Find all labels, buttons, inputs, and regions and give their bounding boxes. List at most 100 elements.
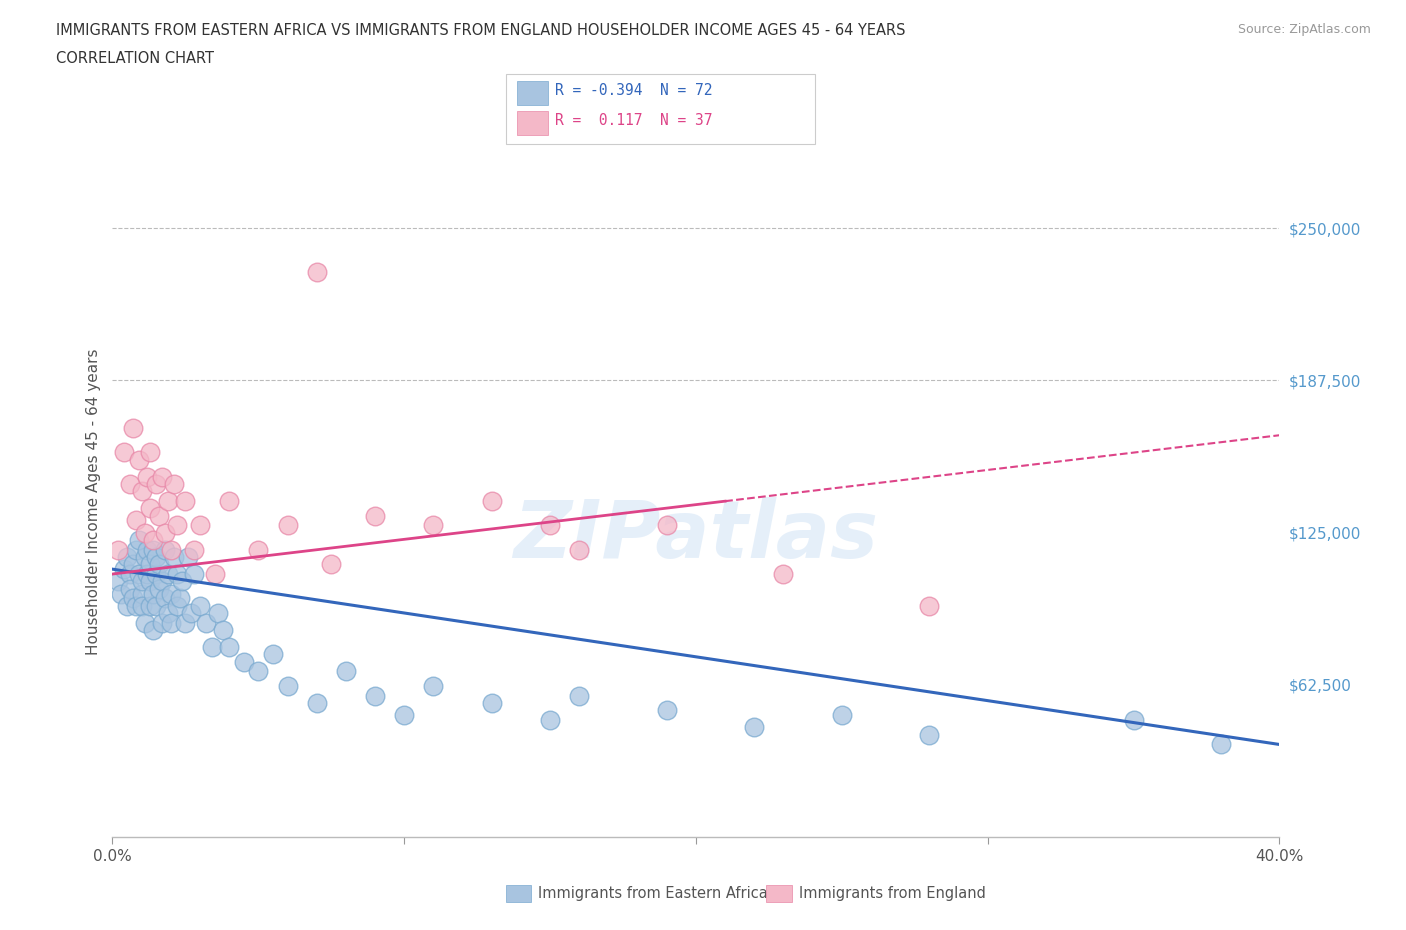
Point bbox=[392, 708, 416, 723]
Point bbox=[305, 696, 328, 711]
Point bbox=[364, 688, 387, 703]
Point bbox=[139, 598, 162, 613]
Point bbox=[118, 566, 141, 581]
Point bbox=[321, 557, 343, 572]
Point bbox=[207, 605, 229, 620]
Point bbox=[153, 542, 176, 557]
Point bbox=[422, 518, 444, 533]
Point bbox=[156, 494, 179, 509]
Point bbox=[538, 712, 561, 727]
Point bbox=[262, 647, 284, 662]
Text: ZIPatlas: ZIPatlas bbox=[513, 497, 879, 575]
Point bbox=[160, 616, 183, 631]
Point bbox=[150, 470, 173, 485]
Point bbox=[568, 688, 591, 703]
Point bbox=[218, 640, 240, 655]
Point bbox=[128, 452, 150, 467]
Text: CORRELATION CHART: CORRELATION CHART bbox=[56, 51, 214, 66]
Point bbox=[160, 542, 183, 557]
Point bbox=[153, 525, 176, 540]
Point bbox=[148, 581, 170, 596]
Point bbox=[166, 518, 188, 533]
Point bbox=[136, 566, 159, 581]
Point bbox=[188, 598, 211, 613]
Point bbox=[150, 616, 173, 631]
Point bbox=[136, 470, 159, 485]
Point bbox=[139, 501, 162, 516]
Point bbox=[142, 622, 165, 637]
Point bbox=[183, 542, 205, 557]
Point bbox=[122, 420, 145, 435]
Point bbox=[156, 605, 179, 620]
Point bbox=[335, 664, 357, 679]
Point bbox=[131, 574, 153, 589]
Point bbox=[128, 533, 150, 548]
Point bbox=[139, 557, 162, 572]
Y-axis label: Householder Income Ages 45 - 64 years: Householder Income Ages 45 - 64 years bbox=[86, 349, 101, 656]
Point bbox=[163, 550, 186, 565]
Point bbox=[204, 566, 226, 581]
Point bbox=[831, 708, 853, 723]
Point bbox=[174, 494, 197, 509]
Text: R =  0.117  N = 37: R = 0.117 N = 37 bbox=[555, 113, 713, 128]
Point bbox=[422, 679, 444, 694]
Point bbox=[276, 679, 298, 694]
Point bbox=[212, 622, 235, 637]
Point bbox=[148, 508, 170, 523]
Point bbox=[118, 476, 141, 491]
Point bbox=[568, 542, 591, 557]
Point bbox=[166, 598, 188, 613]
Point bbox=[142, 586, 165, 601]
Point bbox=[122, 557, 145, 572]
Point bbox=[160, 586, 183, 601]
Point bbox=[125, 598, 148, 613]
Point bbox=[742, 720, 765, 735]
Point bbox=[201, 640, 224, 655]
Point bbox=[131, 598, 153, 613]
Point bbox=[194, 616, 217, 631]
Point bbox=[163, 476, 186, 491]
Point bbox=[128, 566, 150, 581]
Point bbox=[118, 581, 141, 596]
Point bbox=[145, 476, 167, 491]
Point bbox=[131, 586, 153, 601]
Point bbox=[142, 542, 165, 557]
Point bbox=[218, 494, 240, 509]
Text: Immigrants from England: Immigrants from England bbox=[799, 886, 986, 901]
Point bbox=[142, 533, 165, 548]
Point bbox=[136, 542, 159, 557]
Point bbox=[134, 616, 156, 631]
Point bbox=[153, 591, 176, 605]
Point bbox=[131, 484, 153, 498]
Point bbox=[145, 550, 167, 565]
Point bbox=[276, 518, 298, 533]
Point bbox=[247, 664, 270, 679]
Point bbox=[115, 598, 138, 613]
Point bbox=[134, 550, 156, 565]
Point bbox=[655, 703, 678, 718]
Point bbox=[125, 513, 148, 528]
Point bbox=[145, 566, 167, 581]
Point bbox=[139, 574, 162, 589]
Point bbox=[122, 591, 145, 605]
Point bbox=[148, 557, 170, 572]
Text: Source: ZipAtlas.com: Source: ZipAtlas.com bbox=[1237, 23, 1371, 36]
Point bbox=[156, 566, 179, 581]
Point bbox=[169, 591, 191, 605]
Point bbox=[481, 494, 503, 509]
Point bbox=[115, 550, 138, 565]
Point bbox=[112, 562, 135, 577]
Point bbox=[139, 445, 162, 459]
Text: R = -0.394  N = 72: R = -0.394 N = 72 bbox=[555, 83, 713, 98]
Point bbox=[918, 598, 941, 613]
Point bbox=[174, 616, 197, 631]
Point bbox=[107, 574, 129, 589]
Point bbox=[305, 265, 328, 280]
Point bbox=[110, 586, 132, 601]
Point bbox=[177, 550, 200, 565]
Text: IMMIGRANTS FROM EASTERN AFRICA VS IMMIGRANTS FROM ENGLAND HOUSEHOLDER INCOME AGE: IMMIGRANTS FROM EASTERN AFRICA VS IMMIGR… bbox=[56, 23, 905, 38]
Point bbox=[150, 574, 173, 589]
Point bbox=[247, 542, 270, 557]
Point bbox=[364, 508, 387, 523]
Point bbox=[772, 566, 794, 581]
